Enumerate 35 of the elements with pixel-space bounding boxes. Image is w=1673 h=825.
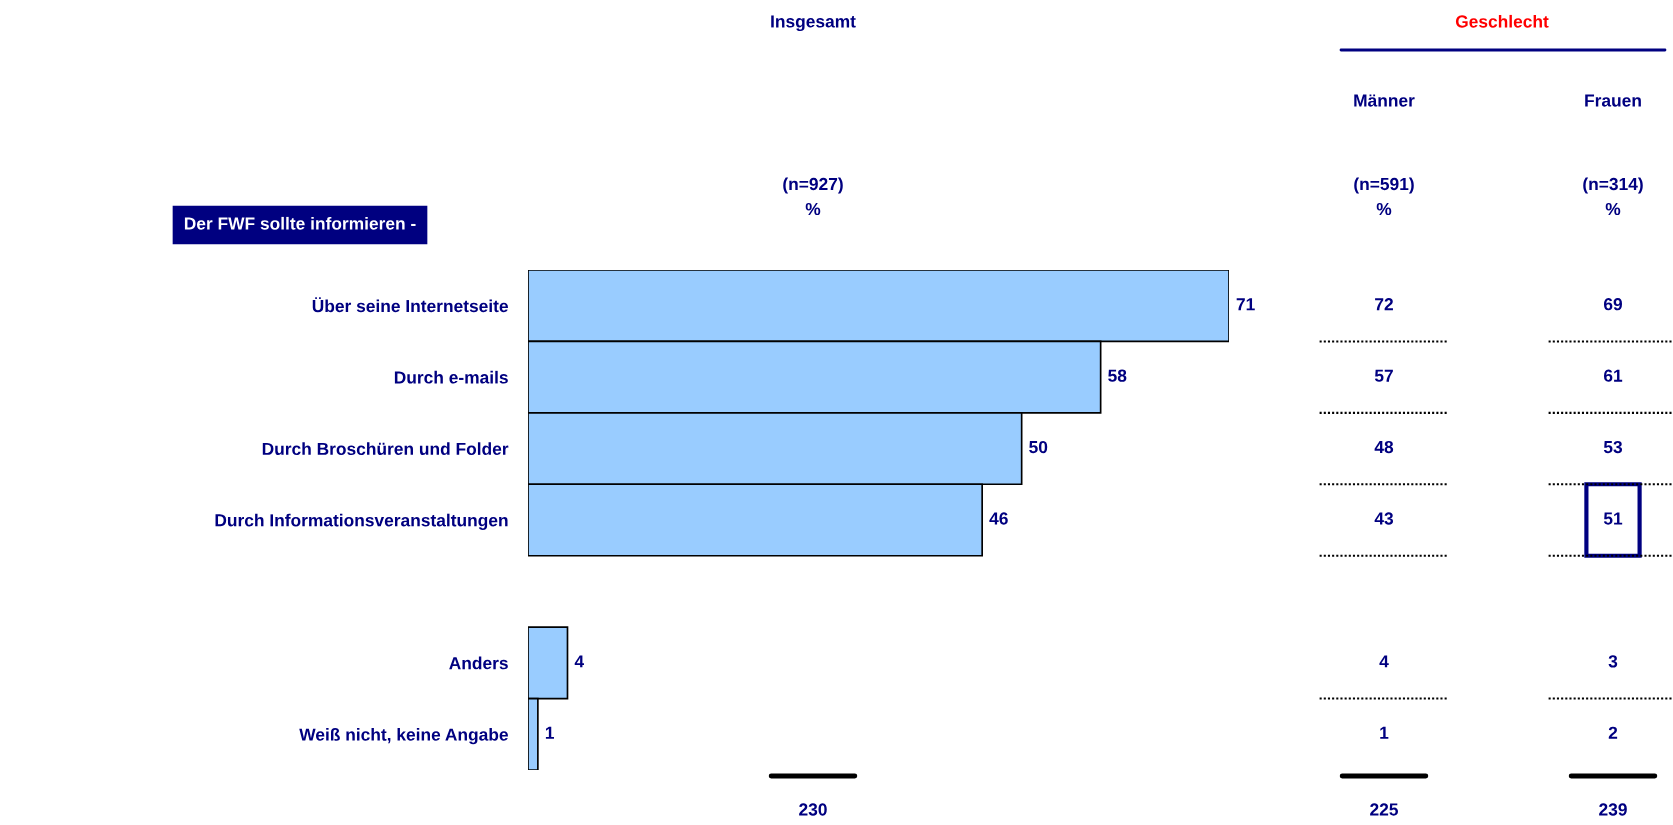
data-label: 1 — [1380, 726, 1389, 739]
text: Männer — [1354, 94, 1415, 107]
data-label: 48 — [1374, 440, 1394, 454]
text: (n=927) % — [783, 177, 843, 216]
data-label: 53 — [1603, 440, 1623, 454]
y-tick-label: Weiß nicht, keine Angabe — [299, 728, 508, 745]
y-tick-label: Über seine Internetseite — [312, 297, 508, 313]
data-label: 43 — [1374, 512, 1394, 525]
text: Frauen — [1585, 94, 1641, 107]
data-label: 61 — [1603, 369, 1623, 382]
chart-title: Insgesamt — [771, 15, 856, 32]
text: Der FWF sollte informieren - — [184, 216, 416, 230]
data-label: 57 — [1374, 369, 1393, 382]
text: 239 — [1599, 803, 1627, 816]
data-label: 4 — [1379, 655, 1389, 668]
y-tick-label: Anders — [449, 656, 508, 670]
data-label: 3 — [1608, 655, 1618, 668]
data-label: 71 — [1236, 298, 1255, 311]
y-tick-label: Durch Broschüren und Folder — [262, 442, 509, 456]
data-label: 50 — [1029, 440, 1048, 454]
data-label: 58 — [1108, 369, 1127, 382]
data-label: 1 — [545, 726, 554, 739]
text: (n=591) % — [1354, 177, 1414, 216]
y-tick-label: Durch Informationsveranstaltungen — [215, 513, 508, 530]
data-label: 72 — [1375, 298, 1393, 311]
data-label: 4 — [574, 655, 584, 668]
data-label: 51 — [1603, 512, 1623, 525]
text: Geschlecht — [1455, 14, 1549, 28]
y-tick-label: Durch e-mails — [394, 370, 508, 384]
text: 230 — [799, 803, 827, 816]
data-label: 2 — [1608, 726, 1618, 739]
text: 225 — [1370, 803, 1398, 816]
text: (n=314) % — [1583, 177, 1643, 216]
data-label: 69 — [1603, 298, 1623, 311]
data-label: 46 — [989, 512, 1008, 525]
